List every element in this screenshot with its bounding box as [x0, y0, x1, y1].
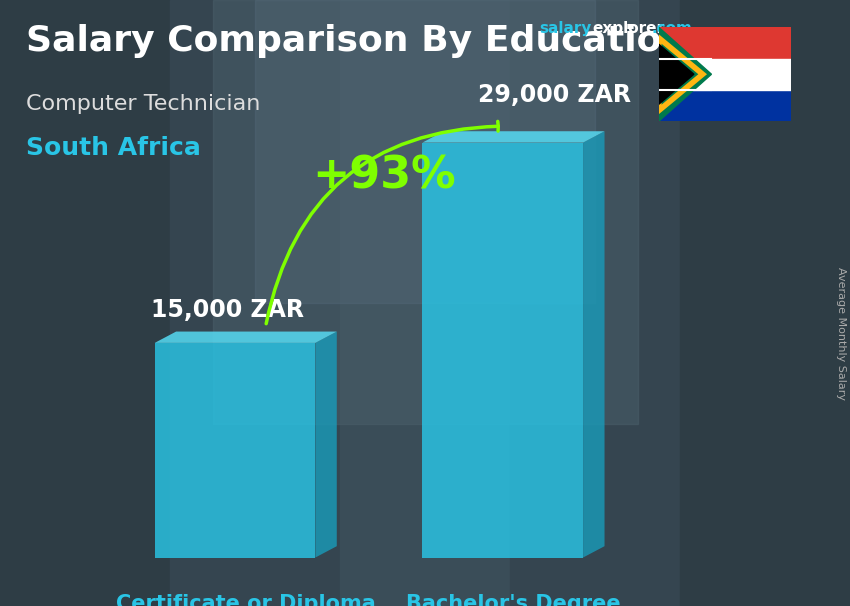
- Polygon shape: [583, 132, 604, 558]
- Bar: [659, 90, 790, 121]
- Polygon shape: [659, 27, 711, 121]
- Bar: [659, 59, 790, 90]
- Text: Computer Technician: Computer Technician: [26, 94, 260, 114]
- Bar: [170, 0, 340, 606]
- Text: South Africa: South Africa: [26, 136, 201, 161]
- Bar: [510, 0, 680, 606]
- Text: +93%: +93%: [313, 155, 456, 198]
- Text: Certificate or Diploma: Certificate or Diploma: [116, 594, 376, 606]
- Polygon shape: [315, 331, 337, 558]
- Bar: [340, 0, 510, 606]
- Text: .com: .com: [652, 21, 693, 36]
- Text: explorer: explorer: [592, 21, 665, 36]
- FancyBboxPatch shape: [422, 142, 583, 558]
- Text: 29,000 ZAR: 29,000 ZAR: [479, 82, 632, 107]
- Text: salary: salary: [540, 21, 592, 36]
- Polygon shape: [155, 331, 337, 343]
- FancyBboxPatch shape: [155, 343, 315, 558]
- Text: Salary Comparison By Education: Salary Comparison By Education: [26, 24, 687, 58]
- Bar: [0, 0, 170, 606]
- Polygon shape: [659, 44, 694, 104]
- Text: 15,000 ZAR: 15,000 ZAR: [150, 298, 304, 322]
- Bar: [680, 0, 850, 606]
- Bar: [212, 0, 638, 424]
- Bar: [255, 0, 595, 303]
- Bar: [659, 27, 790, 59]
- Text: Bachelor's Degree: Bachelor's Degree: [406, 594, 620, 606]
- Text: Average Monthly Salary: Average Monthly Salary: [836, 267, 846, 400]
- Polygon shape: [422, 132, 604, 142]
